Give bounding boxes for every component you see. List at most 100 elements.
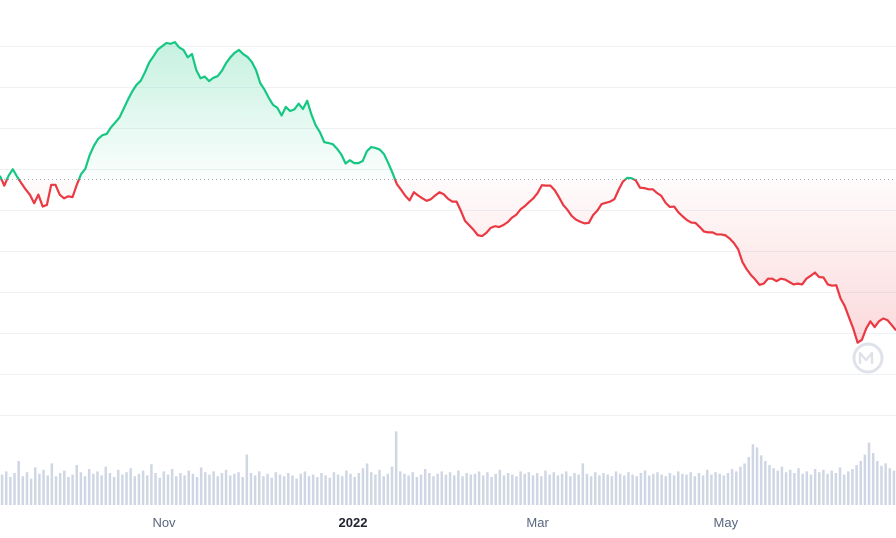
volume-bar <box>482 475 485 505</box>
volume-bar <box>440 471 444 505</box>
volume-bar <box>813 469 817 505</box>
volume-bar <box>469 474 473 505</box>
volume-bar <box>42 469 45 505</box>
volume-bar <box>531 475 535 505</box>
volume-bar <box>46 475 49 505</box>
volume-bar <box>162 471 166 505</box>
volume-bar <box>179 473 182 505</box>
volume-bar <box>146 475 149 505</box>
volume-bar <box>884 463 887 505</box>
volume-bar <box>278 474 282 505</box>
volume-bar <box>63 470 66 505</box>
volume-bar <box>652 473 655 505</box>
volume-bar <box>506 473 510 505</box>
volume-bar <box>394 431 398 505</box>
volume-bar <box>490 477 493 505</box>
volume-bar <box>75 465 78 505</box>
volume-bar <box>295 478 298 505</box>
x-tick-label: May <box>714 515 739 530</box>
volume-bar <box>564 471 568 505</box>
volume-bar <box>585 473 589 505</box>
volume-bar <box>589 476 593 505</box>
volume-bar <box>390 466 394 505</box>
volume-bar <box>245 454 249 505</box>
volume-bar <box>676 471 680 505</box>
volume-bar <box>718 473 721 505</box>
volume-bar <box>129 468 132 505</box>
volume-bar <box>336 474 340 505</box>
volume-bar <box>867 442 871 505</box>
volume-bar <box>681 473 684 505</box>
volume-bar <box>274 472 278 505</box>
volume-bar <box>631 474 634 505</box>
volume-bar <box>324 475 327 505</box>
volume-bar <box>830 470 833 505</box>
volume-bar <box>606 474 609 505</box>
volume-bar <box>838 467 842 505</box>
volume-bar <box>618 473 622 505</box>
volume-bar <box>170 469 174 505</box>
x-tick-label: Mar <box>526 515 549 530</box>
area-above-baseline <box>0 42 896 180</box>
coinmarketcap-logo-icon <box>852 342 884 374</box>
volume-bar <box>556 475 560 505</box>
volume-bar <box>374 474 377 505</box>
volume-bar <box>34 467 37 505</box>
volume-bar <box>793 473 796 505</box>
volume-bar <box>108 473 112 505</box>
volume-bar <box>784 472 788 505</box>
volume-bar <box>859 461 862 505</box>
volume-bar <box>311 474 315 505</box>
x-tick-label: 2022 <box>339 515 368 530</box>
volume-bar <box>552 472 556 505</box>
volume-bar <box>598 475 601 505</box>
volume-bar <box>58 473 62 505</box>
volume-bar <box>647 475 651 505</box>
volume-bar <box>519 471 522 505</box>
volume-bar <box>851 469 854 505</box>
price-area <box>0 42 896 343</box>
volume-bar <box>220 473 224 505</box>
price-line <box>0 41 896 344</box>
volume-bar <box>710 474 713 505</box>
volume-bar <box>332 472 336 505</box>
volume-bar <box>730 469 734 505</box>
volume-bar <box>436 473 439 505</box>
volume-bar <box>664 476 668 505</box>
volume-bar <box>316 477 319 505</box>
volume-bar <box>776 470 780 505</box>
volume-bar <box>465 473 468 505</box>
volume-bar <box>726 473 730 505</box>
volume-bar <box>423 469 427 505</box>
volume-bar <box>415 477 419 505</box>
volume-bar <box>685 474 688 505</box>
volume-bar <box>486 472 489 505</box>
volume-bar <box>54 476 58 505</box>
volume-bar <box>863 454 867 505</box>
volume-bar <box>892 470 896 505</box>
volume-bar <box>258 471 261 505</box>
volume-bar <box>871 453 875 505</box>
volume-bar <box>17 461 20 505</box>
volume-bar <box>328 477 332 505</box>
volume-bar <box>594 472 597 505</box>
volume-bar <box>544 470 547 505</box>
volume-bar <box>50 463 54 505</box>
volume-bar <box>25 472 29 505</box>
volume-bar <box>13 473 16 505</box>
volume-bar <box>38 473 41 505</box>
volume-bar <box>735 471 738 505</box>
volume-bars <box>0 431 896 505</box>
volume-bar <box>282 476 286 505</box>
volume-bar <box>797 468 800 505</box>
x-axis: Nov 2022 Mar May <box>152 515 738 530</box>
volume-bar <box>237 472 240 505</box>
volume-bar <box>656 472 659 505</box>
volume-bar <box>452 475 456 505</box>
volume-bar <box>96 471 99 505</box>
volume-bar <box>266 473 269 505</box>
volume-bar <box>262 476 265 505</box>
volume-bar <box>378 469 381 505</box>
volume-bar <box>818 472 821 505</box>
